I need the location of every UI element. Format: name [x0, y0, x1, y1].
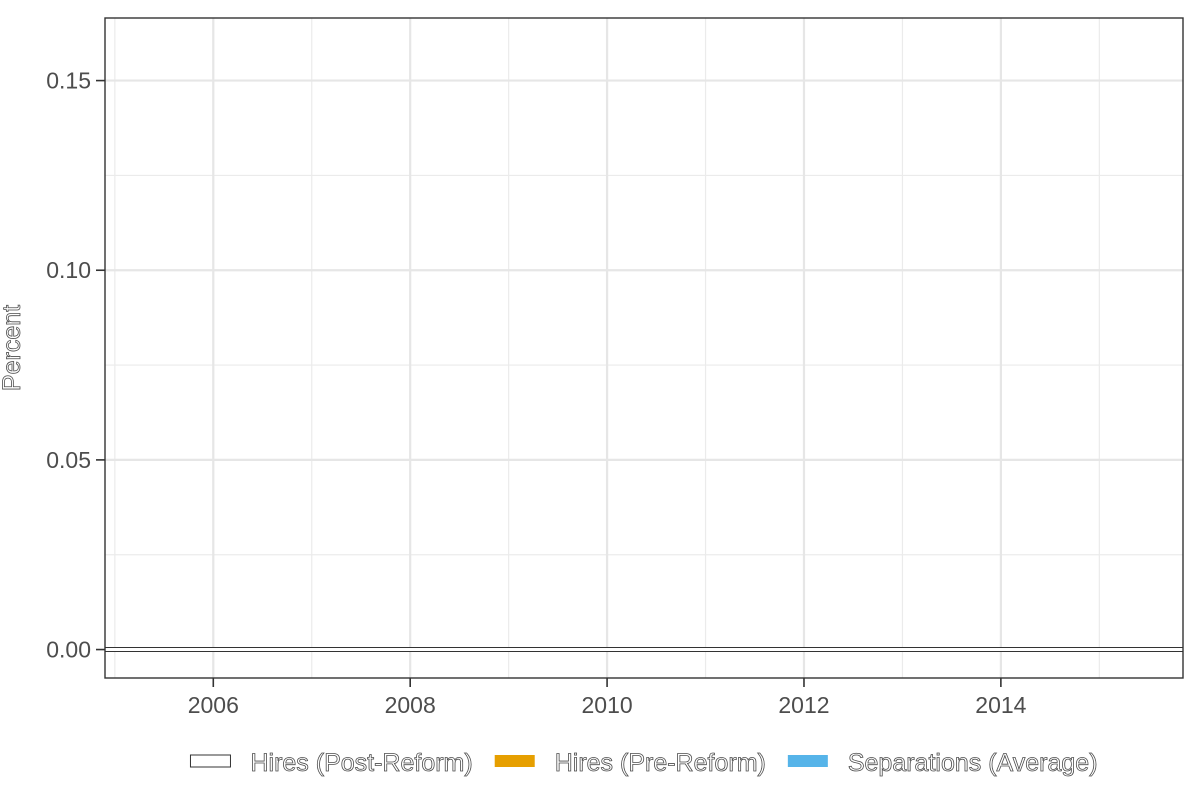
y-tick-label-1: 0.05	[46, 447, 91, 473]
y-tick-label-0: 0.00	[46, 637, 91, 663]
grid-minor	[105, 18, 1183, 678]
x-tick-label-0: 2006	[188, 692, 239, 718]
legend-label-1: Hires (Pre-Reform)	[555, 749, 766, 777]
panel-border	[104, 17, 1184, 679]
legend: Hires (Post-Reform) Hires (Pre-Reform) Sep…	[189, 749, 1098, 777]
x-tick-label-2: 2010	[581, 692, 632, 718]
y-axis-label: Percent	[0, 305, 26, 391]
legend-label-2: Separations (Average)	[848, 749, 1098, 777]
legend-key-0	[189, 754, 231, 768]
legend-key-2	[787, 755, 828, 767]
legend-label-0: Hires (Post-Reform)	[250, 749, 472, 777]
y-tick-label-3: 0.15	[46, 68, 91, 94]
x-tick-label-1: 2008	[385, 692, 436, 718]
x-tick-label-4: 2014	[975, 692, 1026, 718]
y-axis: 0.00 0.05 0.10 0.15	[46, 68, 105, 663]
x-tick-label-3: 2012	[778, 692, 829, 718]
x-axis: 2006 2008 2010 2012 2014	[188, 678, 1027, 718]
legend-key-1	[494, 755, 535, 767]
y-tick-label-2: 0.10	[46, 257, 91, 283]
